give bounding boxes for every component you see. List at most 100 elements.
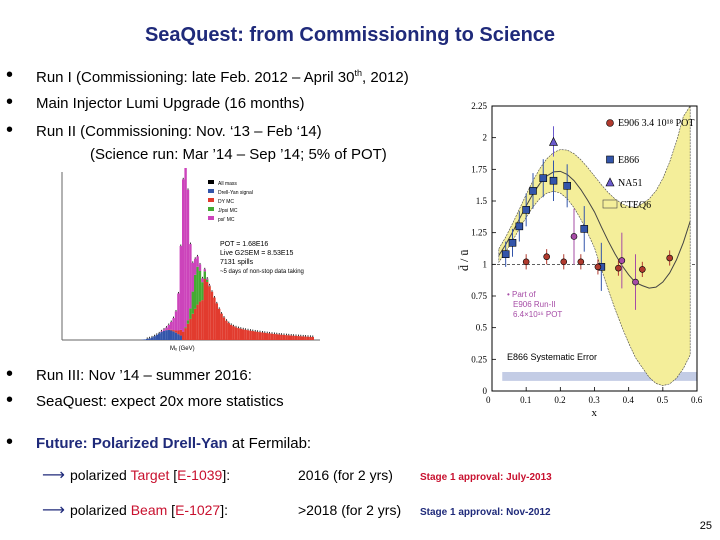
stats-line: 7131 spills [220,259,254,266]
run2-annotation: • Part of E906 Run-II 6.4×10¹⁶ POT [507,290,562,319]
approval-note: Stage 1 approval: Nov-2012 [420,507,551,518]
bullet-run2: • Run II (Commissioning: Nov. ‘13 – Feb … [6,120,322,140]
histogram-bar [215,303,218,340]
histogram-point [295,334,297,336]
data-point-e866 [529,187,537,195]
stats-line: Live G2SEM = 8.53E15 [220,250,293,257]
histogram-point [310,335,311,337]
histogram-bar [184,328,187,340]
y-tick-label: 1 [483,259,488,269]
histogram-bar [299,336,302,340]
histogram-bar [287,335,290,340]
data-point-e866 [549,176,558,185]
histogram-bar [292,335,295,340]
y-tick-label: 2.25 [471,101,487,111]
histogram-bar [177,334,180,340]
histogram-bar [251,331,254,340]
histogram-bar [285,335,288,340]
histogram-point [182,177,184,180]
histogram-bar [268,333,271,340]
data-point-e906-run2 [618,257,626,264]
histogram-bar [203,279,206,340]
histogram-bar [177,293,180,331]
annotation-line: 6.4×10¹⁶ POT [513,310,562,319]
bullet-lumi-upgrade: • Main Injector Lumi Upgrade (16 months) [6,92,305,112]
histogram-bar [174,332,178,340]
bullet-statistics: • SeaQuest: expect 20x more statistics [6,390,284,410]
histogram-bar [294,335,298,340]
histogram-point [254,329,256,332]
histogram-point [192,261,194,263]
histogram-point [156,333,158,335]
histogram-bar [160,331,163,332]
histogram-point [252,329,254,332]
legend-entry: J/psi MC [218,208,238,214]
histogram-point [154,334,155,337]
histogram-point [271,332,273,334]
x-tick-label: 0.4 [623,395,635,405]
bullet-run3: • Run III: Nov ’14 – summer 2016: [6,363,252,385]
legend-entry: Drell-Yan signal [218,190,253,196]
bullet-dot: • [6,363,14,385]
data-point-e866 [563,182,571,190]
data-point-e906 [594,263,602,271]
histogram-bar [170,329,173,331]
data-point-e906 [639,266,646,273]
histogram-bar [282,334,286,340]
histogram-point [281,333,282,335]
page-title: SeaQuest: from Commissioning to Science [144,24,556,46]
histogram-bar [194,258,197,275]
histogram-bar [258,332,262,340]
histogram-point [151,335,153,338]
histogram-bar [198,264,202,272]
histogram-bar [275,334,278,340]
y-tick-label: 1.5 [476,196,488,206]
stats-line: ~5 days of non-stop data taking [220,269,304,275]
histogram-point [300,334,302,337]
histogram-bar [290,335,293,340]
y-tick-label: 1.75 [471,164,487,174]
histogram-bar [189,318,192,340]
histogram-point [187,188,189,190]
histogram-bar [273,333,276,340]
histogram-point [233,324,234,327]
histogram-bar [270,333,274,340]
histogram-bar [179,335,182,340]
histogram-bar [165,327,168,331]
histogram-point [269,331,270,334]
histogram-bar [266,333,269,340]
histogram-bar [158,333,161,340]
histogram-point [264,331,266,333]
histogram-point [166,326,167,328]
histogram-point [250,329,251,331]
data-point-e906-run2 [632,278,639,286]
histogram-bar [198,301,202,340]
histogram-point [266,331,268,334]
histogram-bar [232,326,235,340]
histogram-bar [311,337,314,340]
histogram-point [202,276,203,279]
histogram-point [216,301,218,304]
histogram-bar [256,331,259,340]
histogram-bar [278,334,281,340]
histogram-stats: POT = 1.68E16 Live G2SEM = 8.53E15 7131 … [220,241,304,275]
histogram-bar [191,262,194,292]
chart-xlabel: x [592,407,598,419]
histogram-point [170,320,172,323]
chart-ylabel: d̄ / ū [457,250,471,271]
histogram-point [238,326,239,329]
x-tick-label: 0.2 [554,395,565,405]
histogram-point [230,323,232,325]
bullet-text: Main Injector Lumi Upgrade (16 months) [36,95,305,112]
x-tick-label: 0.3 [589,395,601,405]
bullet-dot: • [6,64,14,86]
bullet-text: Run I (Commissioning: late Feb. 2012 – A… [36,68,409,86]
y-tick-label: 1.25 [471,228,487,238]
histogram-bar [220,313,223,340]
histogram-bar [201,300,204,340]
histogram-point [247,328,249,331]
histogram-point [276,332,278,335]
histogram-point [259,330,261,333]
approval-note: Stage 1 approval: July-2013 [420,472,552,483]
histogram-point [262,331,263,333]
